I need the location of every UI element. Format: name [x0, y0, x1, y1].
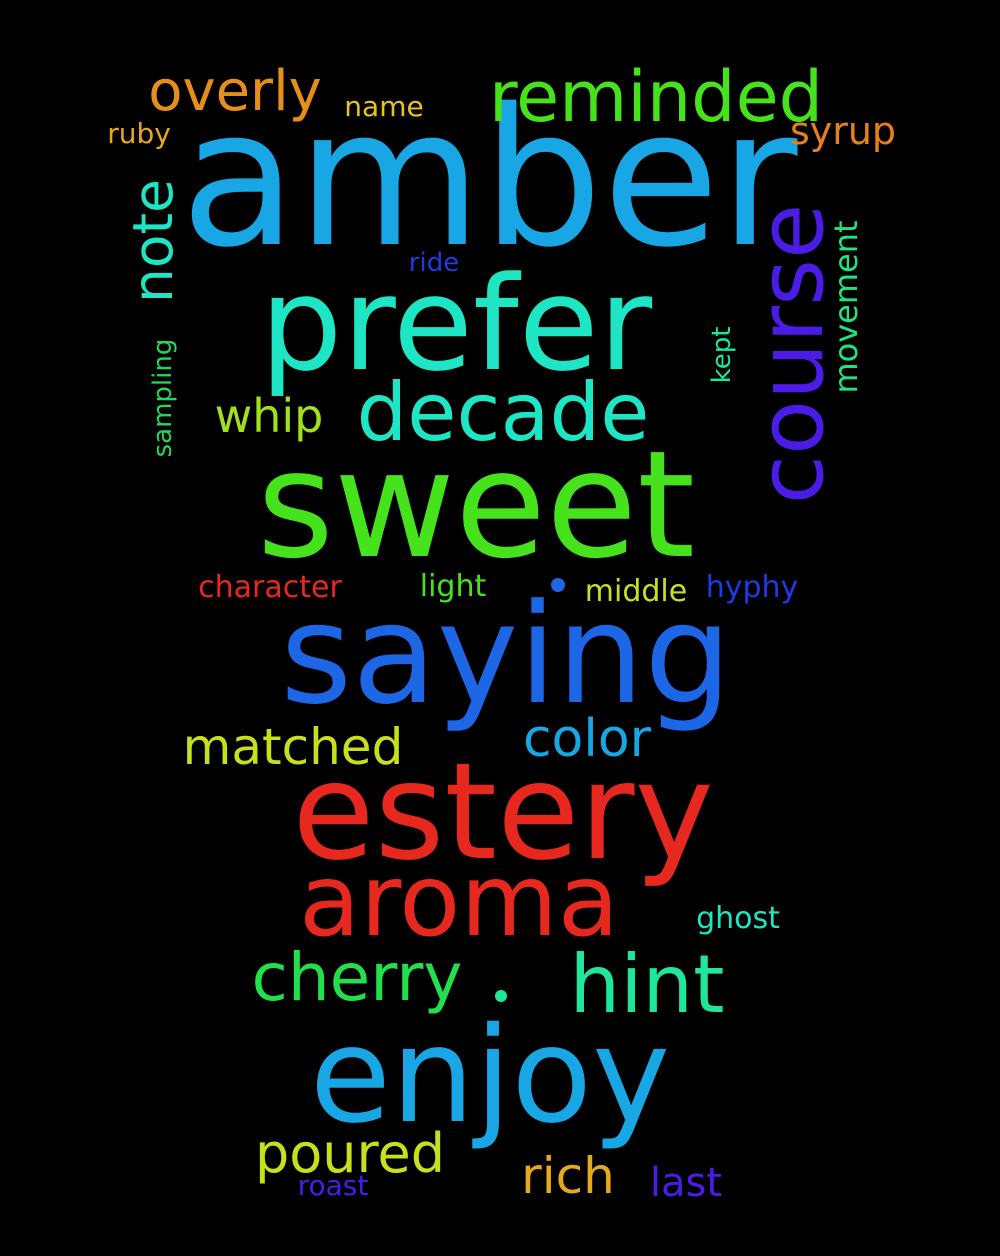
word-cherry: cherry [252, 939, 463, 1016]
word-sweet: sweet [257, 419, 695, 591]
word-course: course [739, 204, 844, 505]
word-reminded: reminded [489, 56, 823, 138]
word-saying: saying [280, 574, 732, 735]
word-aroma: aroma [299, 842, 619, 959]
word-enjoy: enjoy [310, 999, 670, 1153]
word-character: character [198, 570, 342, 605]
word-whip: whip [215, 389, 324, 443]
word-color: color [523, 709, 652, 769]
word-middle: middle [585, 574, 687, 609]
word-note: note [121, 179, 185, 303]
word-roast: roast [298, 1169, 369, 1202]
word-rich: rich [521, 1147, 615, 1205]
word-hyphy: hyphy [706, 570, 799, 605]
word-light: light [420, 569, 487, 604]
word-amber: amber [180, 68, 798, 289]
word-estery: estery [292, 734, 714, 890]
word-syrup: syrup [790, 109, 896, 153]
word-ruby: ruby [107, 117, 171, 150]
word-kept: kept [707, 327, 737, 384]
word-prefer: prefer [260, 248, 653, 400]
word-overly: overly [148, 59, 322, 124]
word-name: name [344, 90, 423, 123]
word-ride: ride [409, 248, 459, 278]
word-hint: hint [570, 938, 725, 1031]
word-movement: movement [827, 220, 865, 393]
dot-mark [495, 990, 507, 1002]
word-last: last [650, 1160, 722, 1206]
word-decade: decade [356, 366, 649, 459]
word-ghost: ghost [696, 901, 780, 936]
word-matched: matched [183, 718, 404, 776]
word-poured: poured [255, 1122, 445, 1185]
word-sampling: sampling [148, 339, 178, 458]
dot-mark [551, 578, 565, 592]
